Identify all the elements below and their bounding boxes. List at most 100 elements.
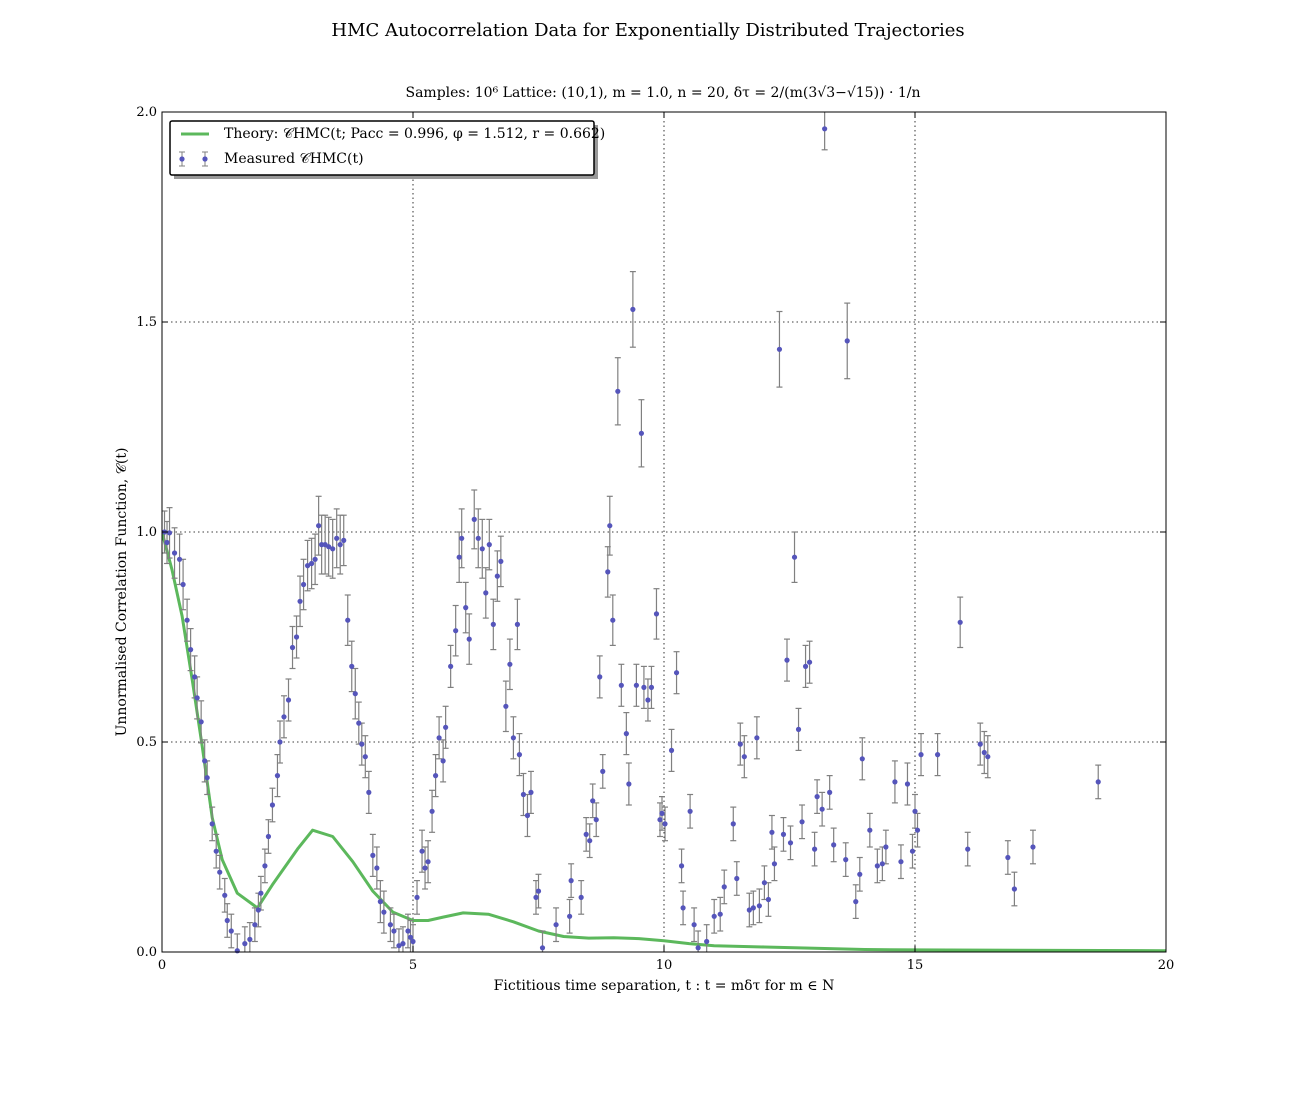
measured-point <box>337 542 343 548</box>
measured-point <box>831 842 837 848</box>
measured-point <box>734 875 740 882</box>
measured-point <box>717 911 723 917</box>
measured-point <box>475 535 481 541</box>
measured-points-layer <box>161 126 1101 954</box>
measured-point <box>912 808 918 814</box>
measured-point <box>490 621 496 628</box>
measured-point <box>843 857 849 863</box>
measured-point <box>359 741 365 747</box>
measured-point <box>396 943 402 949</box>
measured-point <box>494 573 500 579</box>
measured-point <box>304 563 311 569</box>
measured-point <box>184 617 190 623</box>
measured-point <box>345 617 351 623</box>
y-axis-label: Unnormalised Correlation Function, 𝒞(t) <box>114 448 130 737</box>
measured-point <box>600 768 606 775</box>
measured-point <box>277 739 283 745</box>
legend-box <box>169 120 595 176</box>
measured-point <box>188 647 194 653</box>
measured-point <box>750 905 756 911</box>
measured-point <box>659 810 665 817</box>
measured-point <box>977 741 983 747</box>
measured-point <box>879 861 885 867</box>
measured-point <box>593 817 599 823</box>
measured-point <box>387 922 394 928</box>
measured-point <box>374 865 380 871</box>
measured-point <box>533 894 539 901</box>
measured-point <box>285 697 292 703</box>
measured-point <box>312 556 318 562</box>
measured-point <box>819 806 825 812</box>
measured-point <box>300 581 307 588</box>
measured-point <box>410 938 416 945</box>
measured-point <box>192 674 198 680</box>
measured-point <box>985 754 991 760</box>
measured-point <box>381 909 387 915</box>
measured-point <box>662 821 668 827</box>
measured-point <box>597 674 603 680</box>
measured-point <box>224 917 230 924</box>
measured-point <box>1095 779 1101 785</box>
measured-point <box>213 848 219 854</box>
measured-point <box>853 899 859 905</box>
measured-point <box>746 907 752 913</box>
measured-point <box>1005 854 1011 861</box>
measured-point <box>874 863 880 869</box>
grid-lines <box>162 112 1166 952</box>
measured-point <box>463 605 469 611</box>
axis-ticks: 0 5 10 15 20 0.0 0.5 1.0 1.5 2.0 <box>136 105 1174 973</box>
x-tick-label: 20 <box>1158 958 1175 973</box>
measured-point <box>448 663 454 670</box>
measured-point <box>432 773 439 779</box>
measured-point <box>274 773 281 779</box>
errorbar-layer <box>162 112 1102 952</box>
measured-point <box>673 670 680 676</box>
measured-point <box>610 617 616 623</box>
measured-point <box>638 430 645 436</box>
measured-point <box>352 691 358 697</box>
measured-point <box>535 888 542 894</box>
measured-point <box>1011 886 1017 892</box>
measured-point <box>844 338 850 344</box>
measured-point <box>605 569 611 575</box>
measured-point <box>289 644 296 651</box>
measured-point <box>583 831 589 838</box>
y-tick-label: 2.0 <box>136 105 157 120</box>
measured-point <box>827 789 833 796</box>
legend-measured-swatch <box>179 151 208 167</box>
chart-subtitle: Samples: 10⁶ Lattice: (10,1), m = 1.0, n… <box>405 85 920 101</box>
measured-point <box>194 695 200 701</box>
measured-point <box>252 922 258 928</box>
measured-point <box>645 697 651 703</box>
measured-point <box>769 829 775 835</box>
measured-point <box>965 846 971 852</box>
measured-point <box>567 913 573 919</box>
measured-point <box>730 821 736 827</box>
measured-point <box>641 684 647 691</box>
measured-point <box>802 663 809 670</box>
measured-point <box>334 535 340 541</box>
measured-point <box>687 808 693 814</box>
measured-point <box>909 848 916 854</box>
measured-point <box>479 546 485 552</box>
measured-point <box>349 663 355 670</box>
legend: Theory: 𝒞HMC(t; Pacc = 0.996, φ = 1.512,… <box>169 120 605 179</box>
measured-point <box>1030 844 1036 850</box>
measured-point <box>799 819 805 825</box>
measured-point <box>806 659 813 665</box>
measured-point <box>904 781 911 787</box>
measured-point <box>471 516 477 523</box>
measured-point <box>765 896 772 903</box>
measured-point <box>761 880 768 886</box>
measured-point <box>795 726 802 733</box>
measured-point <box>510 735 516 741</box>
measured-point <box>166 530 173 536</box>
measured-point <box>695 945 701 951</box>
measured-point <box>859 756 865 762</box>
measured-point <box>578 894 584 901</box>
measured-point <box>822 126 828 132</box>
measured-point <box>704 938 710 945</box>
legend-theory-label: Theory: 𝒞HMC(t; Pacc = 0.996, φ = 1.512,… <box>224 126 605 142</box>
measured-point <box>857 871 863 877</box>
